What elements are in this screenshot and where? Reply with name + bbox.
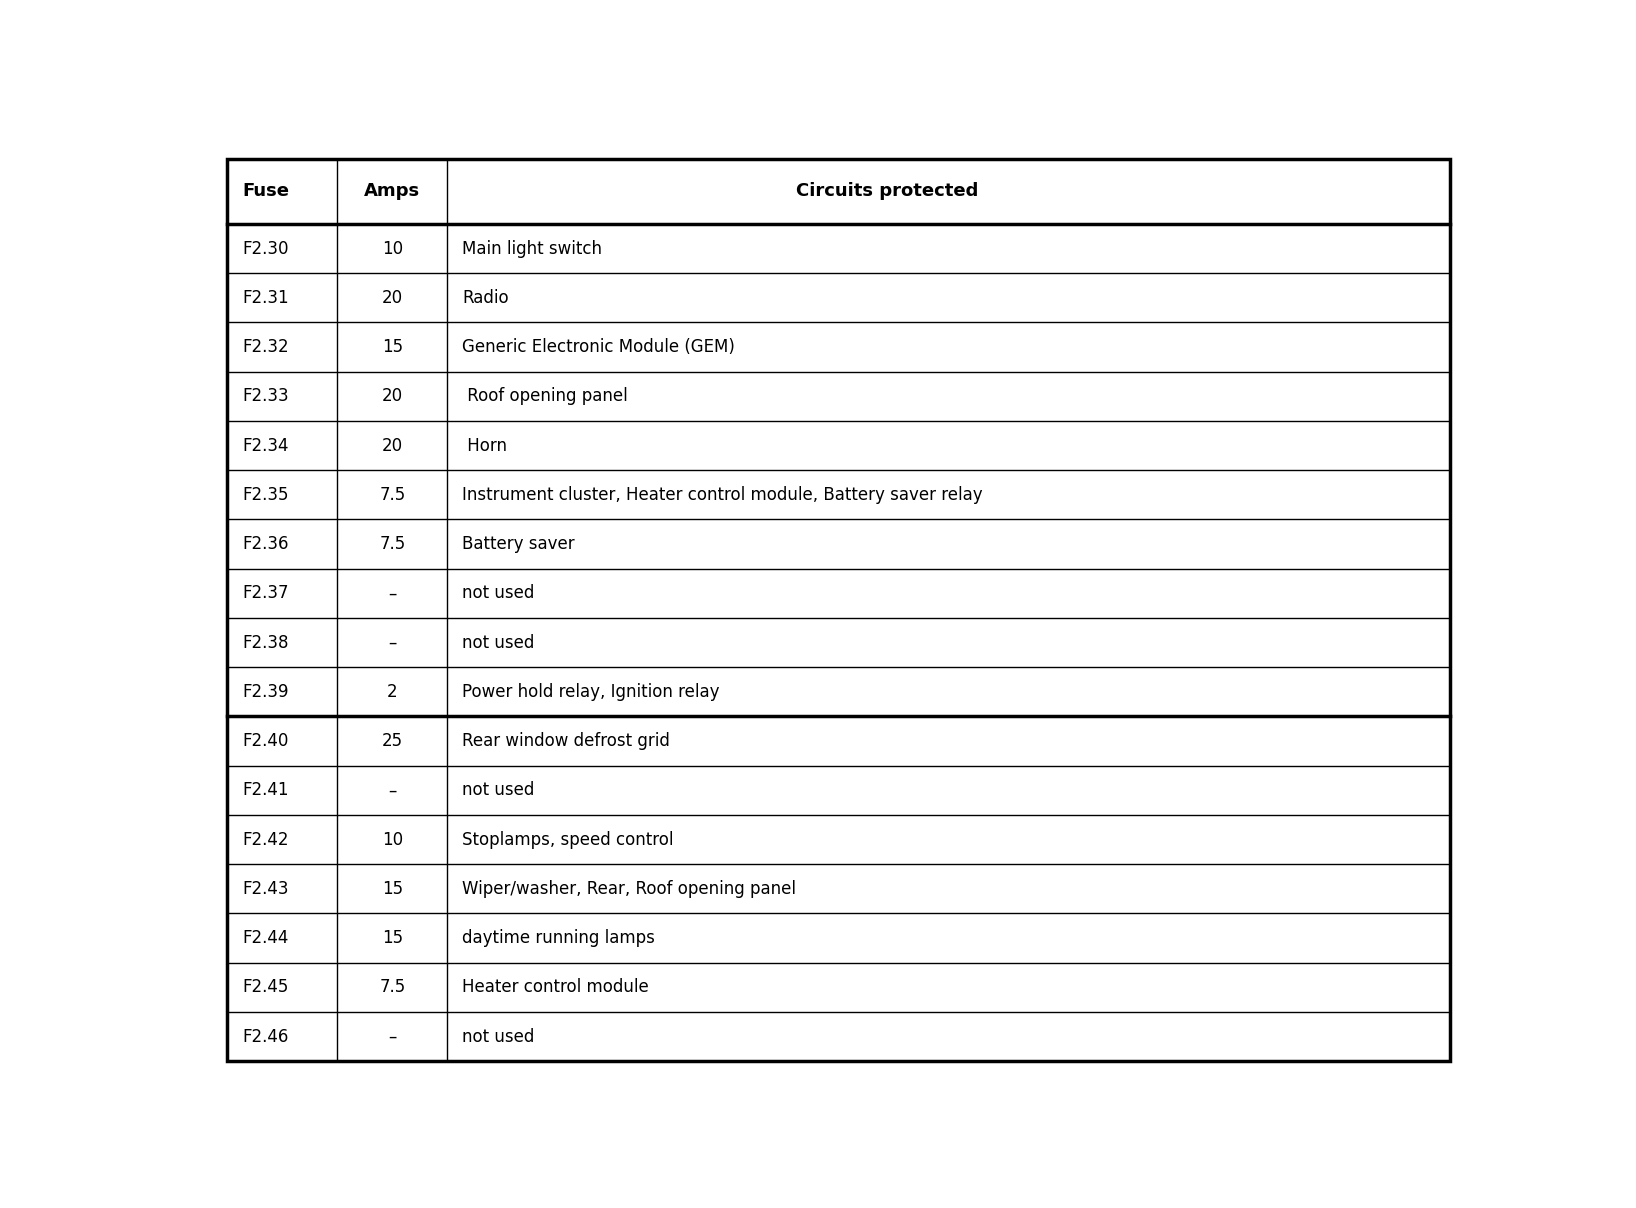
- Text: Power hold relay, Ignition relay: Power hold relay, Ignition relay: [461, 683, 720, 701]
- Text: Instrument cluster, Heater control module, Battery saver relay: Instrument cluster, Heater control modul…: [461, 486, 983, 504]
- Text: 20: 20: [381, 289, 402, 307]
- Text: F2.34: F2.34: [242, 436, 288, 454]
- Text: Battery saver: Battery saver: [461, 535, 574, 553]
- Text: F2.33: F2.33: [242, 388, 288, 405]
- Text: 20: 20: [381, 388, 402, 405]
- Text: F2.37: F2.37: [242, 585, 288, 603]
- Text: daytime running lamps: daytime running lamps: [461, 929, 654, 947]
- Text: F2.45: F2.45: [242, 978, 288, 997]
- Text: not used: not used: [461, 633, 535, 651]
- Text: Amps: Amps: [365, 182, 420, 201]
- Text: 15: 15: [381, 338, 402, 356]
- Text: –: –: [388, 782, 396, 800]
- Text: Generic Electronic Module (GEM): Generic Electronic Module (GEM): [461, 338, 735, 356]
- Text: Horn: Horn: [461, 436, 507, 454]
- Text: 7.5: 7.5: [380, 978, 406, 997]
- Text: F2.35: F2.35: [242, 486, 288, 504]
- Text: 25: 25: [381, 732, 402, 750]
- Text: F2.36: F2.36: [242, 535, 288, 553]
- Text: F2.38: F2.38: [242, 633, 288, 651]
- Text: 15: 15: [381, 879, 402, 898]
- Text: 10: 10: [381, 831, 402, 848]
- Text: Radio: Radio: [461, 289, 509, 307]
- Text: F2.41: F2.41: [242, 782, 288, 800]
- Text: not used: not used: [461, 585, 535, 603]
- Text: 15: 15: [381, 929, 402, 947]
- Text: Main light switch: Main light switch: [461, 239, 602, 257]
- Text: Wiper/washer, Rear, Roof opening panel: Wiper/washer, Rear, Roof opening panel: [461, 879, 797, 898]
- Text: –: –: [388, 1028, 396, 1046]
- Text: Fuse: Fuse: [242, 182, 290, 201]
- Text: F2.44: F2.44: [242, 929, 288, 947]
- Text: F2.30: F2.30: [242, 239, 288, 257]
- Text: –: –: [388, 585, 396, 603]
- Text: –: –: [388, 633, 396, 651]
- Text: 7.5: 7.5: [380, 486, 406, 504]
- Text: Roof opening panel: Roof opening panel: [461, 388, 628, 405]
- Text: F2.39: F2.39: [242, 683, 288, 701]
- Text: Heater control module: Heater control module: [461, 978, 649, 997]
- Text: not used: not used: [461, 782, 535, 800]
- Text: Rear window defrost grid: Rear window defrost grid: [461, 732, 669, 750]
- Text: 7.5: 7.5: [380, 535, 406, 553]
- Text: F2.42: F2.42: [242, 831, 288, 848]
- Text: Stoplamps, speed control: Stoplamps, speed control: [461, 831, 674, 848]
- Text: 20: 20: [381, 436, 402, 454]
- Text: F2.46: F2.46: [242, 1028, 288, 1046]
- Text: 10: 10: [381, 239, 402, 257]
- Text: F2.40: F2.40: [242, 732, 288, 750]
- Text: F2.31: F2.31: [242, 289, 288, 307]
- Text: F2.43: F2.43: [242, 879, 288, 898]
- Text: 2: 2: [388, 683, 398, 701]
- Text: Circuits protected: Circuits protected: [797, 182, 978, 201]
- Text: not used: not used: [461, 1028, 535, 1046]
- Text: F2.32: F2.32: [242, 338, 288, 356]
